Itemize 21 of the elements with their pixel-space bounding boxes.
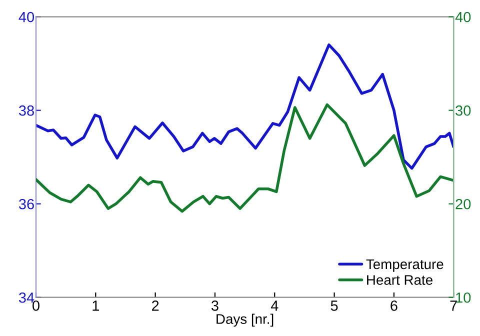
- y2-tick-label: 40: [455, 12, 471, 22]
- y2-tick-label: 20: [456, 198, 471, 210]
- x-tick-label: 3: [211, 300, 218, 311]
- x-tick-label: 5: [330, 300, 338, 311]
- legend-label: Temperature: [366, 259, 444, 272]
- y-tick-label: 38: [18, 105, 34, 116]
- x-tick-label: 6: [390, 300, 398, 311]
- line-series: [36, 43, 454, 170]
- y2-tick-label: 30: [456, 105, 471, 116]
- x-tick-label: 2: [152, 300, 159, 311]
- y-tick-label: 36: [18, 198, 34, 210]
- x-tick-label: 0: [32, 300, 40, 311]
- x-tick-label: 7: [450, 300, 457, 311]
- x-tick-label: 4: [270, 300, 278, 311]
- y-tick-label: 34: [18, 292, 34, 303]
- x-axis-title: Days [nr.]: [216, 314, 274, 327]
- legend-label: Heart Rate: [367, 275, 432, 285]
- y2-tick-label: 10: [456, 292, 471, 303]
- y-tick-label: 40: [18, 12, 34, 22]
- x-tick-label: 1: [92, 300, 99, 311]
- line-series: [36, 103, 454, 213]
